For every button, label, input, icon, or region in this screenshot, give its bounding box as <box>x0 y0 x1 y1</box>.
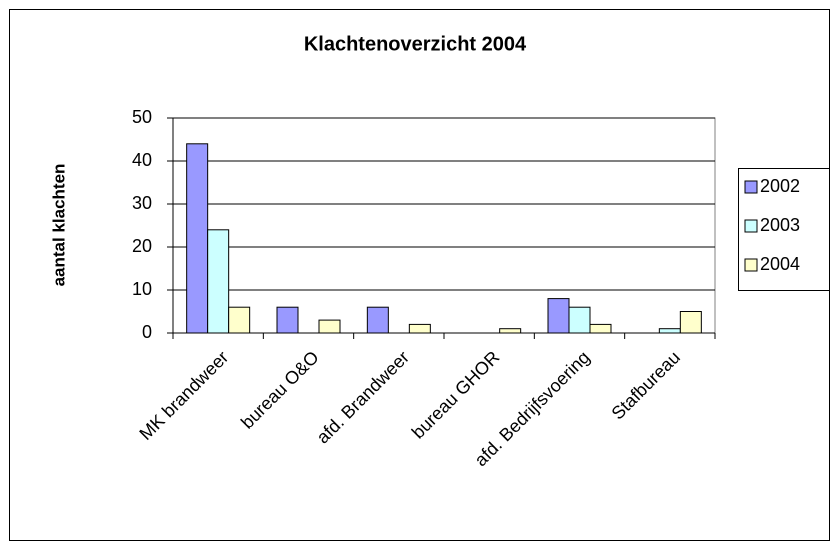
y-tick-label: 50 <box>132 107 152 127</box>
bar <box>499 328 522 334</box>
bar <box>228 306 251 334</box>
legend-swatch <box>744 180 758 194</box>
legend-label: 2002 <box>760 176 800 196</box>
y-tick-label: 0 <box>142 322 152 342</box>
legend-swatch <box>744 219 758 233</box>
bar <box>547 298 570 334</box>
y-axis-label: aantal klachten <box>49 164 68 287</box>
y-tick-label: 30 <box>132 193 152 213</box>
bar <box>186 143 209 334</box>
y-tick-label: 20 <box>132 236 152 256</box>
legend-label: 2004 <box>760 254 800 274</box>
bar <box>366 306 389 334</box>
chart-title: Klachtenoverzicht 2004 <box>304 33 527 55</box>
bar <box>408 323 431 334</box>
legend-label: 2003 <box>760 215 800 235</box>
bar <box>207 229 230 334</box>
legend-swatch <box>744 258 758 272</box>
plot-area <box>172 117 716 334</box>
bar <box>658 328 681 334</box>
y-tick-label: 10 <box>132 279 152 299</box>
bar <box>318 319 341 334</box>
bar <box>568 306 591 334</box>
bar <box>589 323 612 334</box>
bar <box>276 306 299 334</box>
bar <box>679 311 702 334</box>
y-tick-label: 40 <box>132 150 152 170</box>
